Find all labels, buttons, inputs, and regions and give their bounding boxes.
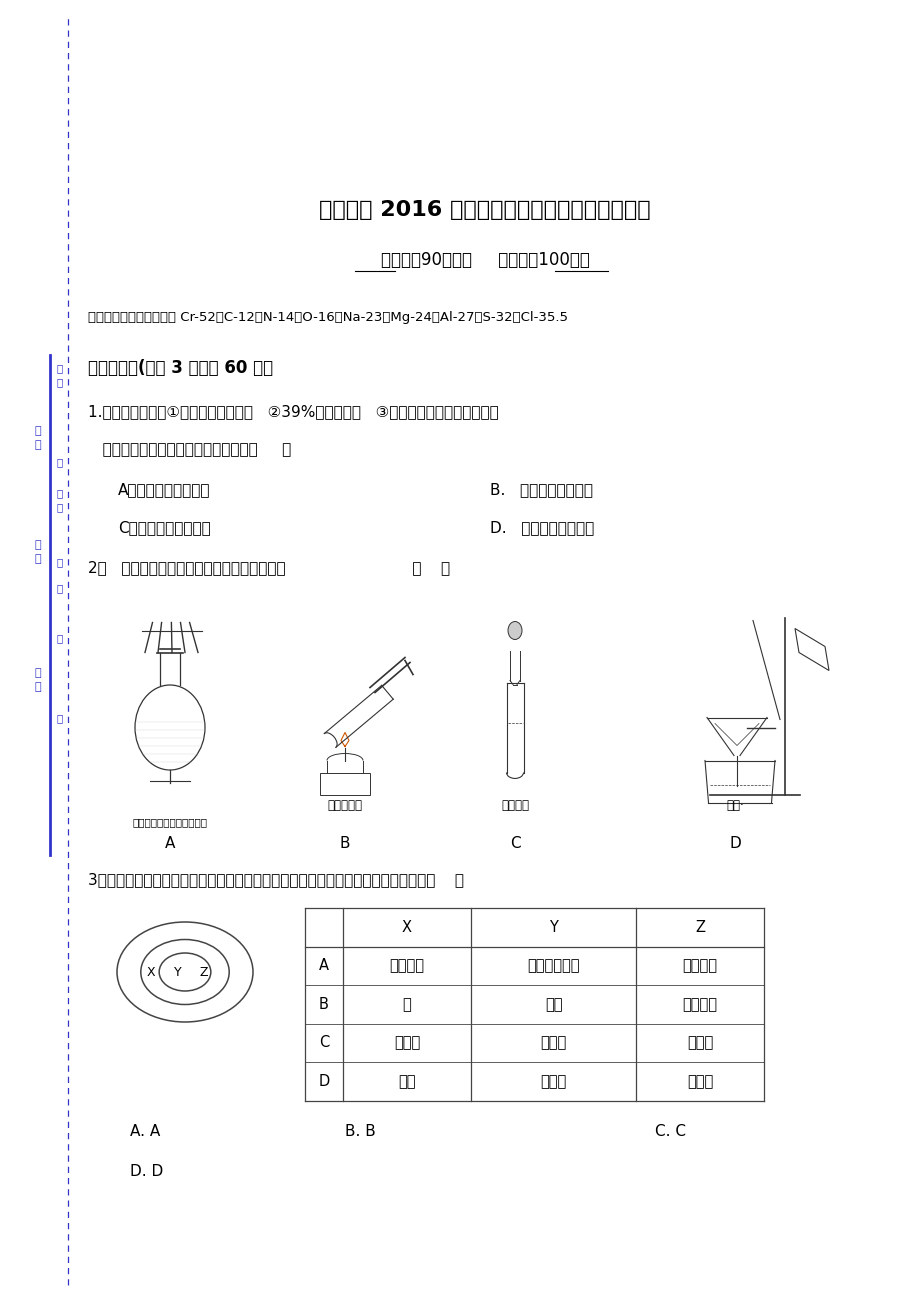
Text: B.   萃取、蒸馏、分液: B. 萃取、蒸馏、分液	[490, 483, 593, 497]
Text: B. B: B. B	[345, 1125, 375, 1139]
Text: 如: 如	[57, 633, 63, 643]
Text: 长: 长	[57, 557, 63, 566]
Text: 氧化还原反应: 氧化还原反应	[527, 958, 579, 974]
Text: 班
级: 班 级	[35, 668, 41, 691]
Text: 非电解质: 非电解质	[682, 997, 717, 1012]
Text: D. D: D. D	[130, 1164, 163, 1180]
Text: 液氨: 液氨	[398, 1074, 415, 1088]
Text: 过滤·: 过滤·	[725, 798, 743, 811]
Text: A．分液、萃取、蒸馏: A．分液、萃取、蒸馏	[118, 483, 210, 497]
Text: 滴加液体: 滴加液体	[501, 798, 528, 811]
Text: C．分液、蒸馏、萃取: C．分液、蒸馏、萃取	[118, 521, 210, 535]
Text: Y: Y	[549, 919, 557, 935]
Text: 如: 如	[57, 713, 63, 723]
Text: X: X	[402, 919, 412, 935]
Text: A. A: A. A	[130, 1125, 160, 1139]
Text: 1.现有三组溶液：①汽油和氯化钠溶液   ②39%的乙醇溶液   ③氯化钠和单质溴的水溶液，: 1.现有三组溶液：①汽油和氯化钠溶液 ②39%的乙醇溶液 ③氯化钠和单质溴的水溶…	[88, 405, 498, 419]
Ellipse shape	[507, 621, 521, 639]
Text: B: B	[339, 836, 350, 850]
Text: D: D	[729, 836, 740, 850]
Text: 龙台中学 2016 年下期中期考试＿化学＿学科试题: 龙台中学 2016 年下期中期考试＿化学＿学科试题	[319, 201, 650, 220]
Text: 3、如图用交叉分类法表示了一些物质或概念之间的从属或包含关系，其中正确的是（    ）: 3、如图用交叉分类法表示了一些物质或概念之间的从属或包含关系，其中正确的是（ ）	[88, 872, 463, 888]
Text: 检查容量瓶是否漏水的方法: 检查容量瓶是否漏水的方法	[132, 816, 208, 827]
Text: 分散系: 分散系	[686, 1035, 712, 1051]
Text: 给溶液加热: 给溶液加热	[327, 798, 362, 811]
Text: 置换反应: 置换反应	[389, 958, 424, 974]
Text: 得
分: 得 分	[57, 488, 63, 512]
Text: 分离以上各混合液的正确方法依次是（     ）: 分离以上各混合液的正确方法依次是（ ）	[88, 443, 291, 457]
Text: Z: Z	[199, 966, 208, 979]
Text: 电解质: 电解质	[539, 1035, 566, 1051]
Text: C: C	[509, 836, 520, 850]
Text: A: A	[165, 836, 175, 850]
Text: 石灰水: 石灰水	[393, 1035, 420, 1051]
Text: 如: 如	[57, 457, 63, 467]
Text: A: A	[319, 958, 329, 974]
Text: 离子反应: 离子反应	[682, 958, 717, 974]
Text: 纯净物: 纯净物	[686, 1074, 712, 1088]
Text: 可能用到的相对原子质量 Cr-52，C-12，N-14，O-16，Na-23，Mg-24，Al-27，S-32，Cl-35.5: 可能用到的相对原子质量 Cr-52，C-12，N-14，O-16，Na-23，M…	[88, 311, 567, 324]
Text: X: X	[146, 966, 155, 979]
Text: C. C: C. C	[654, 1125, 686, 1139]
Text: 单质: 单质	[544, 997, 562, 1012]
Text: D: D	[318, 1074, 329, 1088]
Text: 学
校: 学 校	[35, 426, 41, 450]
Text: Z: Z	[694, 919, 704, 935]
Text: 如: 如	[57, 583, 63, 592]
Text: 铜: 铜	[403, 997, 411, 1012]
Text: C: C	[319, 1035, 329, 1051]
Text: 姓
名: 姓 名	[35, 540, 41, 564]
Text: 2．   如图所示，下列实验操作与方法正确的是                          （    ）: 2． 如图所示，下列实验操作与方法正确的是 （ ）	[88, 560, 449, 575]
Text: 化合物: 化合物	[539, 1074, 566, 1088]
Text: 时间：＿90＿分钟     满分：＿100＿分: 时间：＿90＿分钟 满分：＿100＿分	[380, 251, 589, 270]
Text: B: B	[319, 997, 329, 1012]
Text: 一、单选题(每题 3 分，共 60 分）: 一、单选题(每题 3 分，共 60 分）	[88, 359, 273, 378]
Text: D.   蒸馏、萃取、分液: D. 蒸馏、萃取、分液	[490, 521, 594, 535]
Text: Y: Y	[175, 966, 182, 979]
Text: 题
号: 题 号	[57, 363, 63, 387]
